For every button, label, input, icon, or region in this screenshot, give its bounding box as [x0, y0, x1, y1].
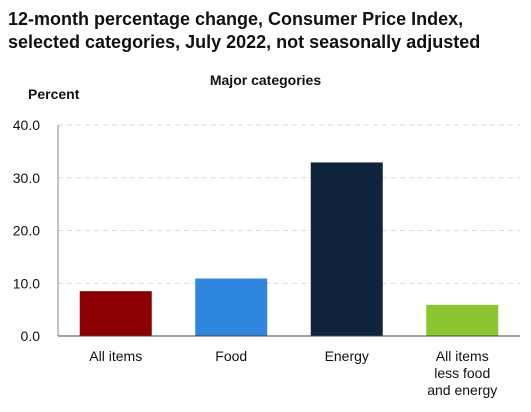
bars	[79, 162, 499, 336]
y-tick-label: 0.0	[21, 328, 41, 344]
x-category-label: All items less food and energy	[427, 348, 497, 398]
y-tick-label: 20.0	[13, 223, 40, 239]
bar	[310, 162, 383, 336]
x-category-label-line: All items	[89, 348, 142, 364]
bar	[195, 278, 268, 336]
chart-subtitle: Major categories	[209, 72, 322, 88]
y-tick-labels: 0.0 10.0 20.0 30.0 40.0	[13, 117, 40, 344]
y-axis-label: Percent	[28, 86, 80, 102]
y-tick-label: 30.0	[13, 170, 40, 186]
x-category-label-line: Energy	[325, 348, 369, 364]
x-category-label-line: less food	[434, 365, 490, 381]
x-category-label-line: All items	[436, 348, 489, 364]
x-category-label: Food	[215, 348, 247, 364]
x-category-label-line: and energy	[427, 382, 497, 398]
bar	[79, 291, 152, 336]
x-category-label-line: Food	[215, 348, 247, 364]
chart-title: 12-month percentage change, Consumer Pri…	[8, 9, 481, 52]
y-tick-label: 10.0	[13, 275, 40, 291]
x-category-labels: All items Food Energy All items less food and…	[89, 348, 497, 398]
bar	[426, 304, 499, 336]
x-category-label: All items	[89, 348, 142, 364]
gridlines	[58, 124, 520, 284]
y-tick-label: 40.0	[13, 117, 40, 133]
x-category-label: Energy	[325, 348, 369, 364]
